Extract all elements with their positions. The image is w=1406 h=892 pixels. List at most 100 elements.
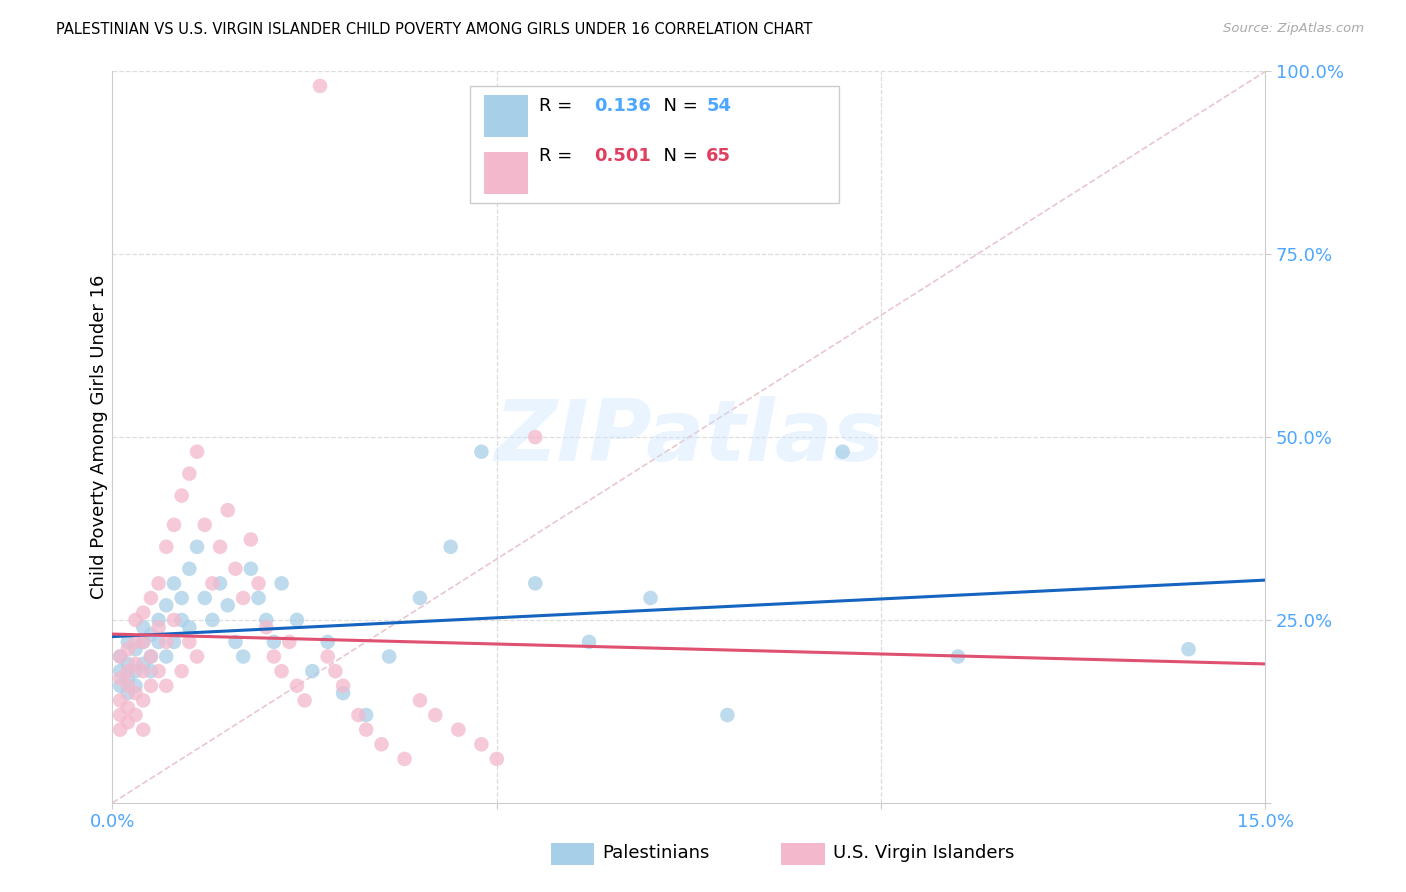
Point (117, 657, 139, 671)
Point (117, 642, 139, 657)
Point (946, 649, 969, 664)
Point (108, 708, 131, 723)
Y-axis label: Child Poverty Among Girls Under 16: Child Poverty Among Girls Under 16 (90, 275, 108, 599)
Point (831, 444, 853, 458)
Point (201, 613, 224, 627)
Point (124, 613, 146, 627)
Point (285, 613, 308, 627)
Point (224, 635, 246, 649)
Point (163, 613, 186, 627)
FancyBboxPatch shape (484, 95, 527, 137)
Point (309, 78, 332, 93)
Point (139, 649, 162, 664)
Text: PALESTINIAN VS U.S. VIRGIN ISLANDER CHILD POVERTY AMONG GIRLS UNDER 16 CORRELATI: PALESTINIAN VS U.S. VIRGIN ISLANDER CHIL… (56, 22, 813, 37)
Point (139, 627, 162, 641)
Text: 54: 54 (706, 97, 731, 115)
Point (640, 591, 662, 605)
Text: 0.136: 0.136 (595, 97, 651, 115)
Point (117, 672, 139, 686)
FancyBboxPatch shape (470, 86, 839, 203)
Text: ZIPatlas: ZIPatlas (494, 395, 884, 479)
Point (332, 679, 354, 693)
Point (394, 752, 416, 766)
Point (139, 649, 162, 664)
Point (117, 700, 139, 714)
Point (108, 649, 131, 664)
Point (578, 635, 600, 649)
Point (524, 576, 547, 591)
Point (254, 613, 277, 627)
Point (117, 686, 139, 700)
Point (270, 664, 292, 678)
Point (254, 620, 277, 634)
Point (108, 693, 131, 707)
Point (108, 672, 131, 686)
Point (139, 591, 162, 605)
Point (239, 562, 262, 576)
Point (117, 635, 139, 649)
Point (201, 576, 224, 591)
Point (316, 635, 339, 649)
Point (132, 723, 155, 737)
Point (124, 635, 146, 649)
Point (155, 679, 177, 693)
Point (194, 517, 217, 532)
Point (179, 562, 201, 576)
Point (186, 444, 208, 458)
Point (270, 576, 292, 591)
Point (232, 591, 254, 605)
Point (117, 664, 139, 678)
Point (170, 489, 193, 503)
Text: U.S. Virgin Islanders: U.S. Virgin Islanders (832, 844, 1015, 862)
Point (217, 503, 239, 517)
Point (239, 533, 262, 547)
Point (132, 664, 155, 678)
Point (1177, 642, 1199, 657)
Point (132, 635, 155, 649)
Point (447, 723, 470, 737)
Point (263, 635, 285, 649)
Point (139, 679, 162, 693)
Point (132, 635, 155, 649)
Point (378, 649, 401, 664)
Point (440, 540, 463, 554)
Text: Source: ZipAtlas.com: Source: ZipAtlas.com (1223, 22, 1364, 36)
Point (294, 693, 316, 707)
Point (186, 649, 208, 664)
Point (117, 679, 139, 693)
Point (124, 664, 146, 678)
Point (170, 591, 193, 605)
Point (470, 737, 492, 751)
Text: N =: N = (652, 97, 703, 115)
Point (716, 708, 738, 723)
Text: 65: 65 (706, 147, 731, 165)
Point (139, 664, 162, 678)
Point (316, 649, 339, 664)
Point (347, 708, 370, 723)
Point (163, 517, 186, 532)
Point (209, 540, 232, 554)
Text: N =: N = (652, 147, 703, 165)
Point (179, 620, 201, 634)
Point (108, 723, 131, 737)
Point (425, 708, 447, 723)
Point (232, 649, 254, 664)
Point (163, 635, 186, 649)
Point (217, 599, 239, 613)
Point (524, 430, 547, 444)
Point (108, 679, 131, 693)
Point (332, 686, 354, 700)
Text: Palestinians: Palestinians (603, 844, 710, 862)
Point (148, 613, 170, 627)
Point (263, 649, 285, 664)
Text: 0.501: 0.501 (595, 147, 651, 165)
Point (124, 657, 146, 671)
Point (301, 664, 323, 678)
Point (155, 599, 177, 613)
Point (155, 649, 177, 664)
Point (132, 657, 155, 671)
Point (485, 752, 508, 766)
Point (470, 444, 492, 458)
Point (132, 606, 155, 620)
Point (247, 576, 270, 591)
